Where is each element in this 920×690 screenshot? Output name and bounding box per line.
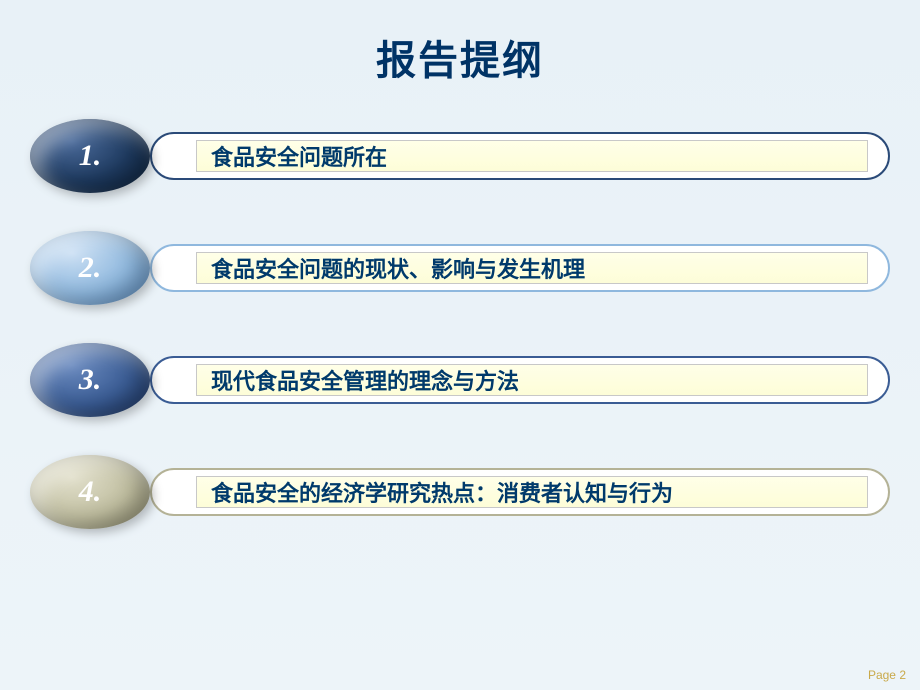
item-number-oval: 3. [30, 343, 150, 417]
item-label: 食品安全问题所在 [196, 140, 868, 172]
item-label: 食品安全问题的现状、影响与发生机理 [196, 252, 868, 284]
item-number: 4. [79, 475, 102, 509]
item-number-oval: 2. [30, 231, 150, 305]
item-pill: 食品安全问题的现状、影响与发生机理 [150, 244, 890, 292]
outline-item-4: 食品安全的经济学研究热点：消费者认知与行为 4. [30, 452, 890, 532]
item-label: 食品安全的经济学研究热点：消费者认知与行为 [196, 476, 868, 508]
outline-item-3: 现代食品安全管理的理念与方法 3. [30, 340, 890, 420]
page-title: 报告提纲 [0, 0, 920, 116]
item-pill: 食品安全问题所在 [150, 132, 890, 180]
item-number-oval: 4. [30, 455, 150, 529]
item-number-oval: 1. [30, 119, 150, 193]
outline-item-1: 食品安全问题所在 1. [30, 116, 890, 196]
outline-list: 食品安全问题所在 1. 食品安全问题的现状、影响与发生机理 2. 现代食品安全管… [0, 116, 920, 532]
item-number: 2. [79, 251, 102, 285]
page-number: Page 2 [868, 668, 906, 682]
item-pill: 食品安全的经济学研究热点：消费者认知与行为 [150, 468, 890, 516]
item-label: 现代食品安全管理的理念与方法 [196, 364, 868, 396]
item-number: 1. [79, 139, 102, 173]
outline-item-2: 食品安全问题的现状、影响与发生机理 2. [30, 228, 890, 308]
item-pill: 现代食品安全管理的理念与方法 [150, 356, 890, 404]
item-number: 3. [79, 363, 102, 397]
